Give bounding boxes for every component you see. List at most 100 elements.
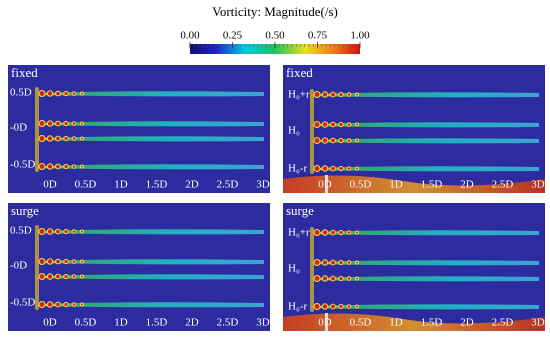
x-label: 2.5D [492,317,514,329]
vortex-core [55,90,61,97]
vortex-core [321,275,329,282]
y-label: H₀+r [288,227,310,239]
vortex-core [313,275,321,282]
colorbar-tick-label: 0.00 [180,30,200,42]
x-label: 1D [114,179,128,191]
x-label: 1D [114,317,128,329]
x-label: 1.5D [146,317,168,329]
vortex-core [346,230,352,235]
vortex-core [313,303,321,310]
vortex-core [46,301,54,308]
vortex-streak [38,164,264,170]
x-label: 0.5D [75,317,97,329]
vortex-core [63,163,69,170]
ground-vortex [283,313,545,331]
vortex-core [80,136,84,141]
vortex-core [63,301,69,308]
x-label: 3D [256,179,270,191]
x-label: 0.5D [350,317,372,329]
vortex-core [46,163,54,170]
vortex-core [338,275,344,282]
ground-vortex [283,175,545,193]
x-label: 0.5D [350,179,372,191]
vortex-streak [313,260,539,266]
vortex-core [71,302,77,307]
vortex-core [313,229,321,236]
vortex-streak [38,229,264,235]
vortex-core [46,90,54,97]
vortex-streak [38,259,264,265]
vortex-core [321,91,329,98]
vortex-core [38,163,46,170]
vortex-core [330,229,336,236]
x-label: 2.5D [217,179,239,191]
vortex-streak [313,166,539,172]
colorbar-tick-label: 1.00 [350,30,370,42]
vortex-core [80,164,84,169]
vortex-core [330,303,336,310]
y-label: -0D [10,122,27,134]
vortex-core [55,228,61,235]
vortex-core [38,273,46,280]
y-label: -0.5D [10,297,35,309]
vortex-core [338,91,344,98]
vortex-core [71,91,77,96]
y-label: H₀+r [288,89,310,101]
vortex-core [338,259,344,266]
vortex-core [321,165,329,172]
y-label: -0D [10,260,27,272]
colorbar-tick-label: 0.25 [223,30,243,42]
vortex-core [355,260,359,265]
ground-post [325,313,328,331]
vortex-core [355,122,359,127]
x-label: 2D [460,179,474,191]
x-label: 2D [460,317,474,329]
vortex-core [55,135,61,142]
vortex-streak [38,91,264,97]
vortex-streak [38,121,264,127]
vortex-streak [313,138,539,144]
rotor-blade [310,89,314,174]
vortex-core [55,301,61,308]
vortex-core [321,259,329,266]
rotor-blade [35,87,39,172]
vortex-streak [38,136,264,142]
vortex-core [38,258,46,265]
y-label: 0.5D [10,87,32,99]
y-label: -0.5D [10,159,35,171]
vortex-core [355,92,359,97]
vortex-core [346,166,352,171]
rotor-blade [310,227,314,312]
vortex-streak [38,274,264,280]
vortex-core [330,137,336,144]
vortex-core [55,163,61,170]
y-label: H₀-r [288,163,307,175]
vortex-core [355,138,359,143]
panel-label: surge [11,203,39,218]
panel-label: fixed [11,65,38,80]
rotor-blade [35,225,39,310]
vortex-core [338,303,344,310]
vortex-core [330,121,336,128]
x-label: 1.5D [146,179,168,191]
vortex-core [321,229,329,236]
vortex-core [71,136,77,141]
vortex-core [313,259,321,266]
vortex-core [80,121,84,126]
vortex-core [38,301,46,308]
vortex-core [355,230,359,235]
vortex-core [80,259,84,264]
vortex-core [355,276,359,281]
vortex-core [46,273,54,280]
ground-post [325,175,328,193]
vortex-core [313,165,321,172]
x-label: 3D [531,317,545,329]
x-label: 2.5D [217,317,239,329]
x-label: 0D [318,317,332,329]
vortex-core [71,164,77,169]
vortex-core [55,273,61,280]
vortex-core [346,304,352,309]
vortex-core [346,92,352,97]
vortex-core [330,275,336,282]
